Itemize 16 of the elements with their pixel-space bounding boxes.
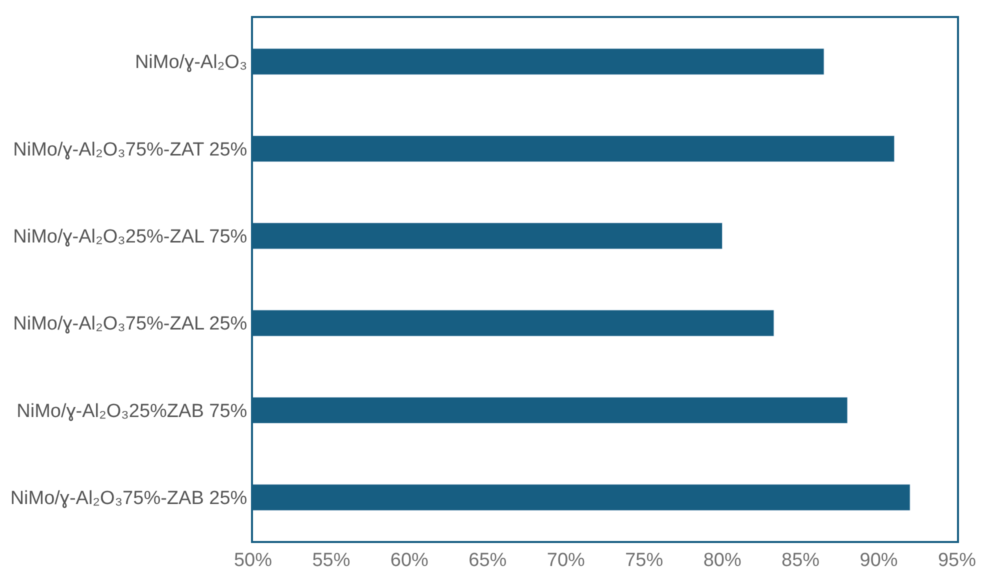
- y-tick-label: NiMo/ɣ-Al₂O₃25%ZAB 75%: [16, 400, 248, 422]
- y-tick-label: NiMo/ɣ-Al₂O₃75%-ZAB 25%: [10, 488, 248, 510]
- x-tick-label: 95%: [938, 550, 976, 571]
- y-tick-label: NiMo/ɣ-Al₂O₃75%-ZAL 25%: [13, 314, 248, 335]
- y-tick-label: NiMo/ɣ-Al₂O₃25%-ZAL 75%: [13, 226, 248, 248]
- x-tick-label: 75%: [625, 550, 664, 571]
- x-tick-label: 55%: [312, 550, 350, 571]
- x-tick-label: 90%: [860, 550, 898, 571]
- x-tick-label: 65%: [468, 550, 507, 571]
- y-tick-label: NiMo/ɣ-Al₂O₃75%-ZAT 25%: [13, 139, 248, 160]
- x-tick-label: 60%: [390, 550, 429, 571]
- x-tick-label: 70%: [546, 550, 586, 571]
- x-tick-label: 85%: [782, 550, 820, 571]
- x-tick-label: 80%: [703, 550, 742, 571]
- x-tick-label: 50%: [234, 550, 272, 571]
- y-tick-label: NiMo/ɣ-Al₂O₃: [134, 52, 248, 74]
